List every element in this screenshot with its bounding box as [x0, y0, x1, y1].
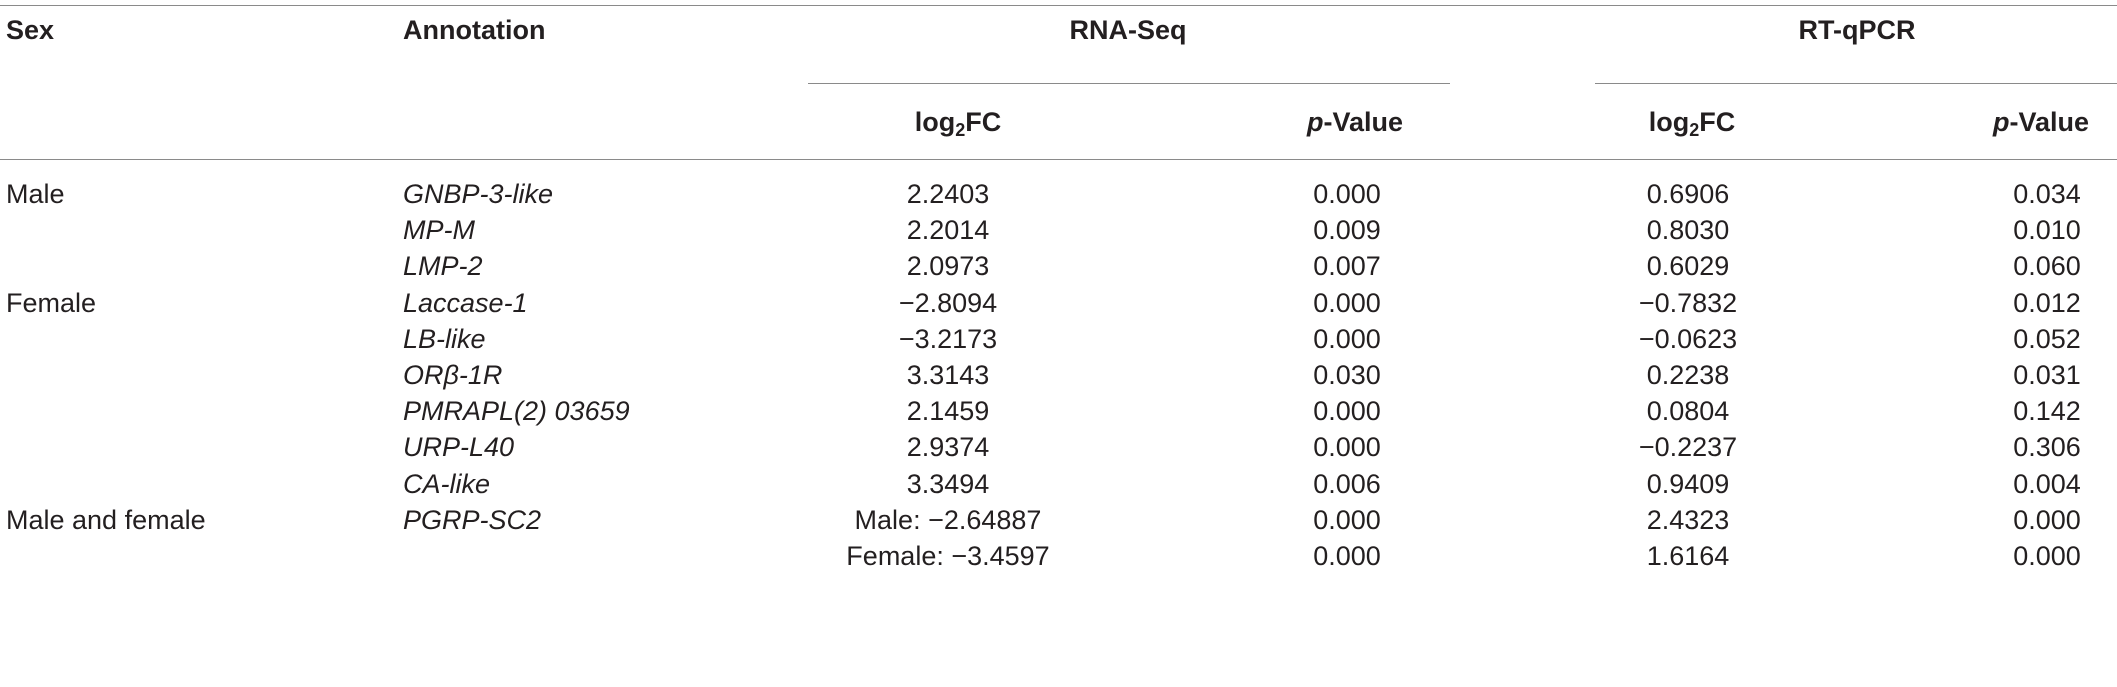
- cell-qpcr-log2fc: 1.6164: [1646, 541, 1730, 571]
- header-rna-pvalue: p-Value: [1306, 107, 1403, 137]
- cell-rna-pvalue: 0.000: [1313, 287, 1381, 318]
- cell-qpcr-pvalue: 0.000: [2013, 504, 2081, 535]
- cell-annotation: LMP-2: [403, 251, 483, 282]
- header-bottom-rule: [0, 159, 2117, 160]
- cell-qpcr-log2fc: 0.6029: [1646, 251, 1730, 282]
- cell-rna-pvalue: 0.000: [1313, 504, 1381, 535]
- cell-qpcr-pvalue: 0.034: [2013, 179, 2081, 209]
- cell-qpcr-pvalue: 0.000: [2013, 541, 2081, 571]
- cell-rna-pvalue: 0.007: [1313, 251, 1381, 282]
- cell-qpcr-log2fc: 0.0804: [1646, 396, 1730, 427]
- cell-rna-pvalue: 0.006: [1313, 468, 1381, 499]
- header-qpcr-log2fc: log2FC: [1648, 107, 1736, 140]
- cell-sex: Female: [6, 287, 97, 318]
- cell-rna-log2fc: 2.0973: [906, 251, 990, 282]
- cell-rna-pvalue: 0.000: [1313, 323, 1381, 354]
- cell-annotation: CA-like: [403, 468, 491, 499]
- cell-rna-log2fc: 3.3494: [906, 468, 990, 499]
- cell-rna-log2fc: Female: −3.4597: [846, 541, 1050, 571]
- cell-qpcr-pvalue: 0.012: [2013, 287, 2081, 318]
- cell-annotation: ORβ-1R: [403, 360, 503, 390]
- cell-qpcr-log2fc: −0.0623: [1638, 323, 1738, 354]
- header-rna-log2fc: log2FC: [914, 107, 1002, 140]
- cell-annotation: LB-like: [403, 323, 486, 354]
- cell-rna-pvalue: 0.000: [1313, 179, 1381, 209]
- cell-rna-log2fc: Male: −2.64887: [854, 504, 1042, 535]
- cell-rna-pvalue: 0.000: [1313, 396, 1381, 427]
- cell-annotation: MP-M: [403, 215, 475, 246]
- cell-qpcr-log2fc: 0.9409: [1646, 468, 1730, 499]
- cell-rna-pvalue: 0.030: [1313, 360, 1381, 390]
- cell-qpcr-pvalue: 0.010: [2013, 215, 2081, 246]
- cell-annotation: Laccase-1: [403, 287, 528, 318]
- header-rnaseq: RNA-Seq: [1069, 15, 1187, 45]
- cell-rna-pvalue: 0.000: [1313, 541, 1381, 571]
- cell-qpcr-pvalue: 0.004: [2013, 468, 2081, 499]
- cell-qpcr-log2fc: −0.2237: [1638, 432, 1738, 463]
- cell-qpcr-pvalue: 0.142: [2013, 396, 2081, 427]
- cell-rna-log2fc: 2.9374: [906, 432, 990, 463]
- cell-qpcr-log2fc: 0.2238: [1646, 360, 1730, 390]
- cell-rna-log2fc: −2.8094: [898, 287, 998, 318]
- cell-qpcr-log2fc: 0.8030: [1646, 215, 1730, 246]
- cell-annotation: PGRP-SC2: [403, 504, 542, 535]
- cell-qpcr-log2fc: 0.6906: [1646, 179, 1730, 209]
- cell-sex: Male: [6, 179, 65, 209]
- cell-qpcr-pvalue: 0.031: [2013, 360, 2081, 390]
- cell-qpcr-pvalue: 0.306: [2013, 432, 2081, 463]
- rtqpcr-span-rule: [1595, 83, 2117, 84]
- cell-sex: Male and female: [6, 504, 206, 535]
- cell-annotation: PMRAPL(2) 03659: [403, 396, 630, 427]
- cell-annotation: GNBP-3-like: [403, 179, 554, 209]
- cell-qpcr-pvalue: 0.060: [2013, 251, 2081, 282]
- cell-qpcr-pvalue: 0.052: [2013, 323, 2081, 354]
- cell-rna-pvalue: 0.000: [1313, 432, 1381, 463]
- cell-rna-log2fc: −3.2173: [898, 323, 998, 354]
- rnaseq-span-rule: [808, 83, 1450, 84]
- cell-rna-log2fc: 2.2403: [906, 179, 990, 209]
- header-annotation: Annotation: [403, 15, 546, 45]
- header-sex: Sex: [6, 15, 55, 45]
- cell-rna-pvalue: 0.009: [1313, 215, 1381, 246]
- cell-qpcr-log2fc: −0.7832: [1638, 287, 1738, 318]
- cell-rna-log2fc: 3.3143: [906, 360, 990, 390]
- header-qpcr-pvalue: p-Value: [1992, 107, 2089, 137]
- cell-rna-log2fc: 2.1459: [906, 396, 990, 427]
- cell-annotation: URP-L40: [403, 432, 515, 463]
- cell-qpcr-log2fc: 2.4323: [1646, 504, 1730, 535]
- header-rtqpcr: RT-qPCR: [1798, 15, 1916, 45]
- cell-rna-log2fc: 2.2014: [906, 215, 990, 246]
- table-top-rule: [0, 5, 2117, 6]
